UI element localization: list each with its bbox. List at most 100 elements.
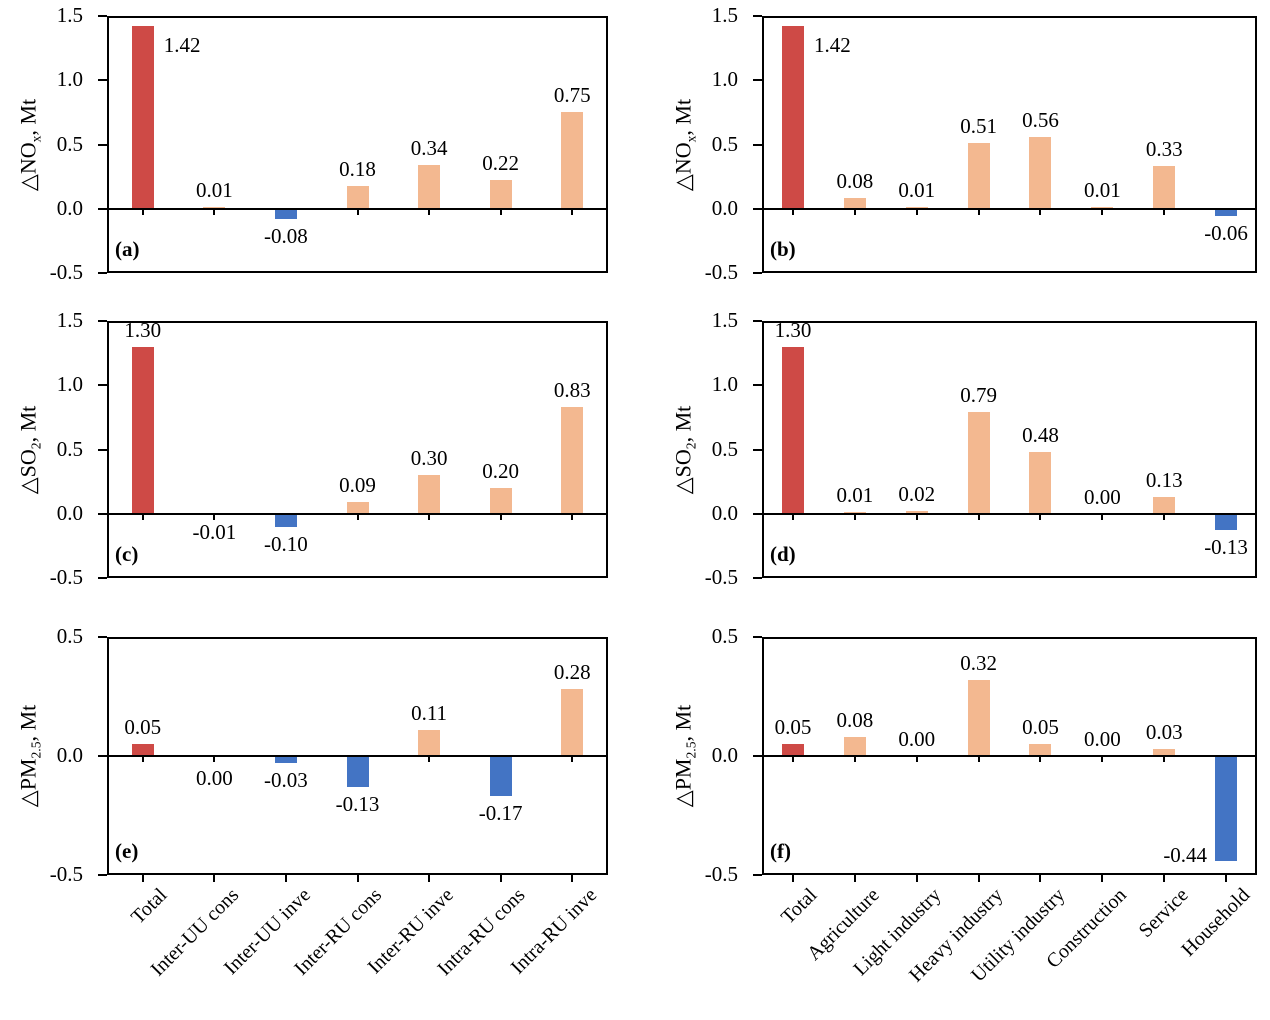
bar-value-label: 1.42 [163,33,201,58]
y-axis-tick-label: 1.0 [711,67,738,92]
y-axis-tick-label: 0.5 [711,624,738,648]
y-axis-tick [753,384,762,387]
bar [274,756,297,764]
y-axis-tick-label: 0.0 [56,195,83,220]
category-tick [791,513,794,520]
category-tick [571,208,574,215]
bar-value-label: 0.75 [553,83,591,108]
bar [781,744,804,756]
y-axis-title: △PM2.5, Mt [15,705,44,807]
bar-value-label: -0.03 [264,768,308,793]
bar [1153,748,1176,756]
x-axis-category-label: Service [1134,884,1193,942]
bar [781,26,804,209]
y-axis-tick [98,636,107,638]
category-tick [1163,756,1166,762]
y-axis-tick [98,448,107,451]
category-tick [571,513,574,520]
bar-value-label: 0.56 [1022,107,1059,132]
bar-value-label: 1.30 [124,317,162,342]
bar [131,346,154,514]
y-axis-title-sub: 2.5 [28,741,44,759]
y-axis-tick [98,577,107,579]
y-axis-tick [753,755,762,757]
plot-frame [762,321,1257,578]
category-tick [213,208,216,215]
category-tick [356,513,359,520]
panel-letter: (a) [115,237,140,261]
y-axis-tick [753,512,762,515]
bar-value-label: 0.01 [195,178,233,203]
y-axis-tick [753,448,762,451]
bar [131,744,154,756]
bar-value-label: -0.44 [1163,842,1208,867]
category-tick [977,513,980,520]
y-axis-tick-label: 1.0 [711,372,738,397]
bar [1029,136,1052,209]
category-tick [1163,208,1166,215]
category-tick [977,208,980,215]
y-axis-tick-label: 0.5 [56,131,83,156]
zero-axis-line [107,207,608,210]
category-tick [1039,513,1042,520]
bar [1215,208,1238,217]
bar-value-label: 0.51 [960,114,997,139]
panel-letter: (c) [115,542,139,566]
bar [1029,452,1052,514]
x-axis-tick [853,875,856,882]
bar-value-label: 0.00 [1083,727,1121,751]
bar [1215,513,1238,531]
bar [346,502,369,514]
bar [561,689,584,756]
x-axis-tick [356,875,359,882]
x-axis-tick [1101,875,1104,882]
x-axis-tick [213,875,216,882]
y-axis-title-post: , Mt [670,98,696,136]
category-tick [1039,756,1042,762]
bar-value-label: 0.01 [898,178,936,203]
y-axis-tick-label: 0.5 [56,436,83,461]
category-tick [356,208,359,215]
bar-value-label: 0.08 [836,169,874,194]
y-axis-tick-label: 1.0 [56,372,83,397]
y-axis-tick [98,755,107,757]
bar [1215,756,1238,861]
y-axis-tick [98,874,107,876]
panel-letter: (e) [115,839,139,863]
category-tick [428,208,431,215]
bar-value-label: 0.28 [553,660,591,685]
zero-axis-line [107,512,608,515]
category-tick [499,513,502,520]
y-axis-title-post: , Mt [670,704,696,742]
bar-value-label: 0.48 [1022,423,1059,448]
y-axis-tick [98,272,107,274]
y-axis-title-pre: △PM [15,758,41,808]
bar-value-label: -0.10 [264,531,308,556]
y-axis-tick [753,577,762,579]
y-axis-tick [98,512,107,515]
bar [346,185,369,209]
bar [561,112,584,209]
bar [489,756,512,797]
bar-value-label: -0.13 [1204,535,1248,560]
bar-value-label: -0.01 [192,520,237,545]
y-axis-tick [98,320,107,322]
zero-axis-line [762,512,1257,515]
y-axis-tick-label: -0.5 [704,260,738,284]
bar-value-label: 0.00 [1083,484,1121,509]
bar [274,513,297,527]
x-axis-tick [1039,875,1042,882]
y-axis-tick-label: 1.0 [56,67,83,92]
y-axis-title-post: , Mt [15,405,41,442]
bar [967,679,990,756]
y-axis-title-post: , Mt [15,704,41,742]
y-axis-tick-label: 1.5 [56,308,83,332]
y-axis-tick [753,143,762,146]
bar-value-label: 0.05 [124,715,162,740]
bar-value-label: 0.03 [1145,719,1183,744]
bar-value-label: -0.08 [264,224,308,249]
y-axis-title-sub: 2 [28,441,44,449]
y-axis-tick-label: 0.5 [56,624,83,648]
y-axis-tick-label: 1.5 [56,3,83,27]
bar-value-label: 0.22 [482,151,520,176]
